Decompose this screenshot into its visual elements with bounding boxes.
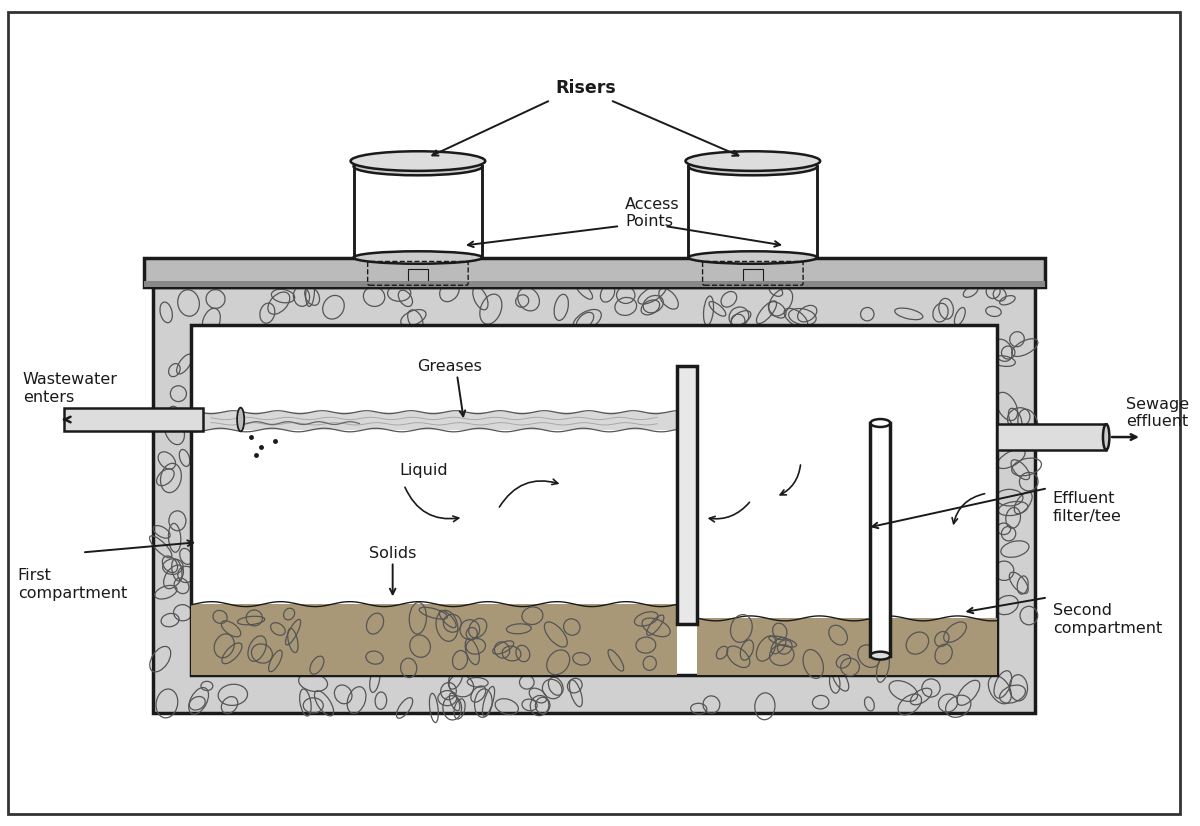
Ellipse shape: [870, 652, 890, 660]
Text: Wastewater
enters: Wastewater enters: [23, 373, 118, 405]
Text: Greases: Greases: [416, 358, 481, 373]
Bar: [191, 412, 677, 430]
Bar: [354, 166, 482, 258]
Ellipse shape: [354, 158, 482, 175]
Bar: [870, 423, 890, 656]
Bar: [144, 258, 1045, 287]
Bar: [144, 282, 1045, 287]
Bar: [997, 425, 1106, 450]
Text: Sewage
effluent: Sewage effluent: [1126, 396, 1189, 430]
Ellipse shape: [870, 419, 890, 427]
Ellipse shape: [350, 151, 485, 171]
Text: Risers: Risers: [556, 79, 616, 97]
Ellipse shape: [354, 251, 482, 263]
Bar: [677, 367, 697, 624]
Text: Liquid: Liquid: [400, 463, 448, 477]
Ellipse shape: [1103, 425, 1110, 450]
Text: Effluent
filter/tee: Effluent filter/tee: [1052, 491, 1122, 524]
Bar: [191, 604, 677, 676]
Ellipse shape: [689, 158, 817, 175]
Text: First
compartment: First compartment: [18, 568, 127, 601]
Bar: [65, 408, 203, 431]
Text: Second
compartment: Second compartment: [1052, 603, 1162, 636]
Bar: [689, 166, 817, 258]
Ellipse shape: [685, 151, 820, 171]
Bar: [191, 325, 997, 676]
Ellipse shape: [238, 408, 245, 431]
Bar: [154, 287, 1034, 713]
Text: Solids: Solids: [368, 545, 416, 561]
Bar: [697, 619, 997, 676]
Text: Access
Points: Access Points: [625, 197, 679, 230]
Ellipse shape: [689, 251, 817, 263]
